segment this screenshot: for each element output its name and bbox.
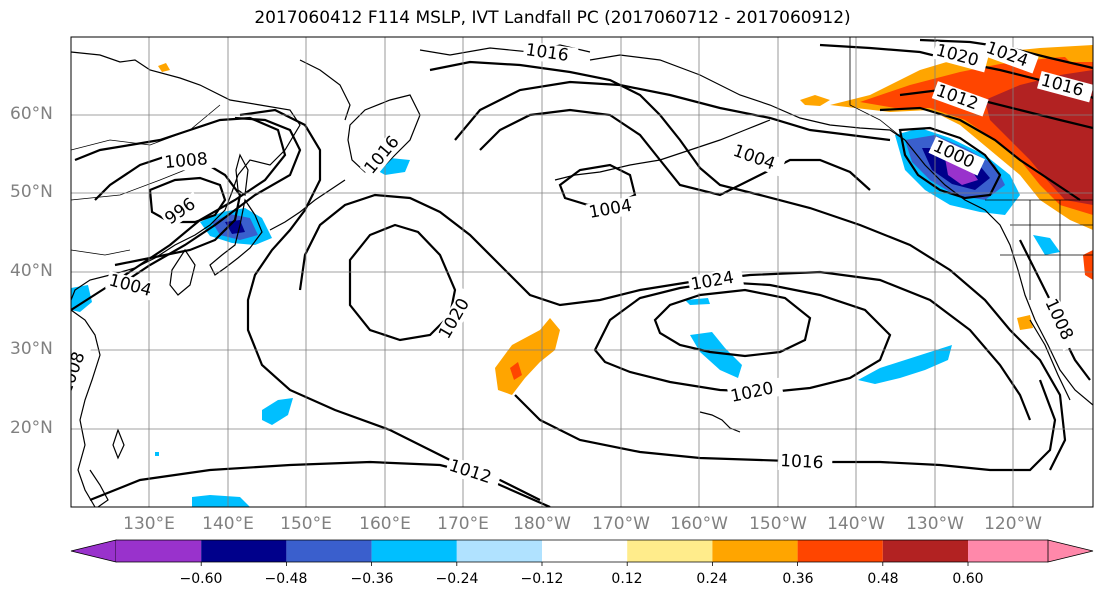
south-edge-negative — [192, 495, 250, 507]
lat-label: 60°N — [10, 104, 53, 124]
borders — [71, 37, 1093, 320]
contour-1020-west — [348, 223, 457, 342]
colorbar-bin — [968, 540, 1048, 562]
lon-label: 160°W — [670, 514, 728, 534]
japan-coast — [209, 198, 263, 276]
contour-1024 — [653, 288, 812, 358]
gridlines — [71, 37, 1093, 507]
colorbar-tick-label: 0.48 — [867, 571, 899, 587]
taiwan-coast — [112, 428, 125, 460]
colorbar-tick-label: 0.36 — [782, 571, 814, 587]
contour-1020-east — [593, 280, 892, 394]
contour-1016-south — [514, 379, 1057, 472]
colorbar-tick-label: −0.12 — [520, 571, 564, 587]
alaska-coast — [589, 54, 906, 141]
contour-1016-ne — [899, 88, 1093, 130]
contour-1004-north — [479, 108, 871, 197]
china-negative — [71, 285, 92, 312]
us-states — [1000, 200, 1093, 320]
colorbar-bin — [286, 540, 372, 562]
dateline-positive-core — [510, 362, 522, 380]
colorbar-bin — [882, 540, 968, 562]
lon-label: 170°W — [592, 514, 650, 534]
colorbar-tick-label: −0.36 — [350, 571, 394, 587]
lat-label: 40°N — [10, 261, 53, 281]
china-russia-border — [71, 104, 221, 151]
contour-1000 — [898, 126, 1002, 200]
china-coast — [71, 309, 101, 507]
colorbar-tick-label: −0.24 — [435, 571, 479, 587]
colorbar-min-extension — [70, 539, 117, 563]
contour-1004-low — [558, 163, 637, 207]
contour-1016-mid — [298, 193, 1032, 421]
lon-label: 140°W — [827, 514, 885, 534]
colorbar-bin — [542, 540, 628, 562]
negative-anomaly-max — [945, 158, 978, 185]
contour-996 — [148, 176, 227, 224]
na-west-coast — [904, 139, 1093, 406]
kamchatka-coast — [347, 94, 421, 173]
mongolia-border — [71, 169, 186, 201]
baja-coast — [1029, 319, 1071, 401]
contour-label: 1008 — [164, 149, 209, 173]
contour-1012-ne — [879, 106, 1081, 201]
philippines-coast — [89, 469, 109, 507]
contour-1016-west — [239, 108, 551, 507]
contour-1008-north — [454, 80, 891, 142]
arctic-coast — [419, 44, 591, 56]
lat-label: 50°N — [10, 182, 53, 202]
lat-label: 30°N — [10, 339, 53, 359]
colorbar-bin — [712, 540, 798, 562]
colorbar-tick-label: 0.24 — [696, 571, 728, 587]
colorbar-tick-label: −0.60 — [179, 571, 223, 587]
small-positive-dot — [158, 63, 170, 72]
colorbar-tick-label: −0.48 — [264, 571, 308, 587]
colorbar-bin — [201, 540, 287, 562]
okhotsk-coast — [299, 59, 351, 121]
china-inner — [71, 249, 131, 256]
colorbar — [70, 539, 1094, 566]
colorbar-bin — [371, 540, 457, 562]
lon-label: 150°W — [749, 514, 807, 534]
contour-1004-west — [119, 116, 302, 286]
contour-label: 1016 — [780, 451, 824, 473]
lon-label: 160°E — [359, 514, 411, 534]
colorbar-max-extension — [1047, 539, 1094, 563]
korea-coast — [169, 248, 196, 296]
west-pacific-negative — [262, 398, 293, 425]
colorbar-tick-label: 0.60 — [952, 571, 984, 587]
contour-1012-west — [71, 116, 287, 311]
lat-label: 20°N — [10, 418, 53, 438]
contour-1008-west — [94, 153, 242, 267]
colorbar-bin — [456, 540, 542, 562]
colorbar-bin — [627, 540, 713, 562]
alaska-canada-border — [849, 37, 906, 141]
lon-label: 120°W — [984, 514, 1042, 534]
lon-label: 130°W — [906, 514, 964, 534]
lon-label: 170°E — [437, 514, 489, 534]
map-title: 2017060412 F114 MSLP, IVT Landfall PC (2… — [254, 8, 851, 28]
positive-anomaly-coast2 — [1083, 250, 1093, 280]
ivt-shading — [71, 45, 1093, 507]
small-negative-dot — [155, 452, 159, 456]
colorbar-tick-label: 0.12 — [611, 571, 643, 587]
positive-anomaly-max — [985, 70, 1093, 205]
plot-frame — [70, 36, 1094, 508]
hawaii-negative — [690, 332, 742, 378]
negative-anomaly-inland — [1033, 235, 1060, 255]
sakhalin-coast — [235, 153, 249, 197]
lon-label: 150°E — [280, 514, 332, 534]
positive-anomaly-coast — [1017, 315, 1033, 330]
positive-anomaly-small — [800, 95, 830, 106]
lon-label: 180°W — [513, 514, 571, 534]
lon-label: 130°E — [123, 514, 175, 534]
positive-anomaly-top — [1060, 45, 1093, 62]
hawaii-negative-small — [685, 298, 710, 305]
lon-label: 140°E — [202, 514, 254, 534]
east-pacific-negative — [858, 345, 952, 384]
dateline-positive — [495, 318, 560, 395]
colorbar-bin — [797, 540, 883, 562]
colorbar-bin — [116, 540, 202, 562]
